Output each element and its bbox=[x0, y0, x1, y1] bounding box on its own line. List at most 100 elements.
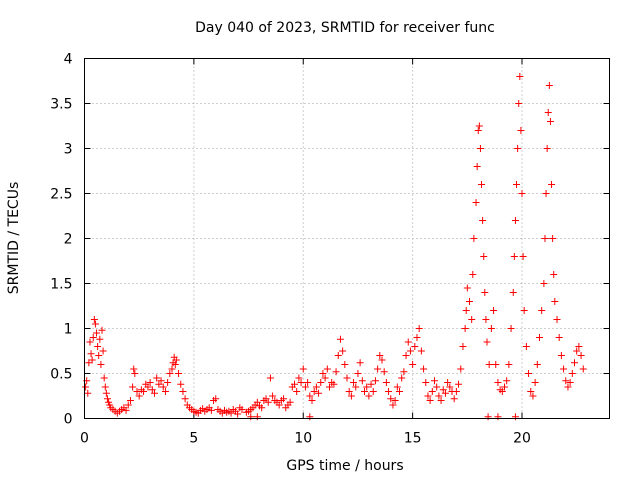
data-points bbox=[82, 73, 587, 421]
baseline-point bbox=[253, 413, 261, 421]
data-point bbox=[546, 118, 554, 125]
data-point bbox=[308, 397, 316, 404]
data-point bbox=[135, 392, 143, 400]
data-point bbox=[404, 338, 412, 346]
data-point bbox=[515, 100, 523, 107]
data-point bbox=[164, 379, 172, 386]
data-point bbox=[533, 361, 541, 368]
data-point bbox=[520, 307, 528, 314]
data-point bbox=[455, 380, 463, 388]
data-point bbox=[321, 374, 329, 382]
data-point bbox=[478, 181, 486, 188]
data-point bbox=[102, 389, 110, 397]
data-point bbox=[457, 365, 465, 373]
data-point bbox=[472, 199, 480, 206]
data-point bbox=[306, 392, 314, 400]
data-point bbox=[450, 395, 458, 403]
data-point bbox=[487, 325, 495, 332]
y-tick-label: 0 bbox=[64, 412, 73, 428]
data-point bbox=[415, 325, 423, 332]
data-point bbox=[171, 361, 179, 368]
data-point bbox=[475, 122, 483, 130]
data-point bbox=[253, 398, 261, 406]
data-point bbox=[87, 350, 95, 358]
data-point bbox=[433, 383, 441, 391]
data-point bbox=[474, 127, 482, 134]
data-point bbox=[234, 410, 242, 418]
data-point bbox=[470, 235, 478, 242]
data-point bbox=[389, 401, 397, 409]
data-point bbox=[417, 347, 425, 355]
data-point bbox=[323, 365, 331, 373]
data-point bbox=[286, 398, 294, 406]
data-point bbox=[439, 386, 447, 394]
data-point bbox=[369, 388, 377, 395]
data-point bbox=[291, 380, 298, 388]
baseline-point bbox=[247, 413, 255, 421]
data-point bbox=[175, 370, 183, 377]
data-point bbox=[509, 289, 517, 296]
axis-ticks: 0 5 10 15 20 0 0.5 1 1.5 2 2.5 3 3.5 4 bbox=[50, 52, 610, 447]
data-point bbox=[507, 325, 515, 332]
x-tick-label: 10 bbox=[294, 431, 312, 447]
data-point bbox=[573, 347, 581, 355]
data-point bbox=[525, 370, 533, 377]
data-point bbox=[347, 392, 355, 400]
data-point bbox=[426, 397, 434, 404]
data-point bbox=[485, 361, 493, 368]
data-point bbox=[380, 368, 388, 376]
data-point bbox=[95, 352, 103, 359]
data-point bbox=[352, 383, 360, 391]
data-point bbox=[356, 359, 364, 367]
data-point bbox=[560, 365, 568, 373]
data-point bbox=[522, 343, 530, 350]
data-point bbox=[124, 401, 132, 409]
data-point bbox=[510, 253, 518, 260]
data-point bbox=[153, 374, 161, 382]
data-point bbox=[566, 379, 574, 386]
data-point bbox=[371, 377, 379, 385]
data-point bbox=[431, 377, 438, 385]
data-point bbox=[179, 388, 187, 395]
data-point bbox=[146, 379, 154, 386]
plot-frame bbox=[84, 58, 610, 419]
data-point bbox=[568, 370, 576, 377]
data-point bbox=[387, 395, 395, 403]
x-tick-label: 5 bbox=[189, 431, 198, 447]
data-point bbox=[326, 383, 333, 391]
data-point bbox=[396, 388, 403, 395]
data-point bbox=[513, 181, 521, 188]
chart-title: Day 040 of 2023, SRMTID for receiver fun… bbox=[195, 20, 495, 36]
data-point bbox=[166, 370, 174, 377]
data-point bbox=[376, 352, 384, 359]
baseline-point bbox=[306, 413, 314, 421]
data-point bbox=[140, 388, 148, 395]
data-point bbox=[529, 392, 537, 400]
data-point bbox=[301, 383, 309, 391]
data-point bbox=[293, 388, 301, 395]
data-point bbox=[514, 145, 522, 152]
data-point bbox=[172, 356, 180, 364]
data-point bbox=[441, 389, 449, 397]
data-point bbox=[310, 388, 318, 395]
x-tick-label: 15 bbox=[404, 431, 422, 447]
data-point bbox=[363, 383, 371, 391]
y-tick-label: 3.5 bbox=[50, 97, 72, 113]
data-point bbox=[400, 368, 408, 376]
x-tick-label: 20 bbox=[513, 431, 531, 447]
y-tick-label: 1.5 bbox=[50, 277, 72, 293]
data-point bbox=[90, 316, 98, 323]
data-point bbox=[501, 383, 508, 391]
data-point bbox=[461, 325, 469, 332]
data-point bbox=[258, 404, 266, 412]
data-point bbox=[207, 406, 215, 414]
data-point bbox=[358, 377, 366, 385]
data-point bbox=[498, 388, 506, 395]
data-point bbox=[382, 379, 390, 386]
data-point bbox=[444, 379, 452, 386]
data-point bbox=[91, 320, 99, 328]
data-point bbox=[473, 163, 481, 170]
data-point bbox=[103, 395, 111, 403]
data-point bbox=[385, 388, 393, 395]
data-point bbox=[435, 392, 443, 400]
